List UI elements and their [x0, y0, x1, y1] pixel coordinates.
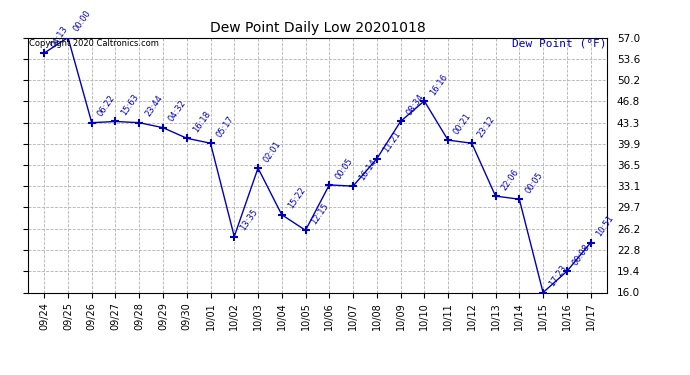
Text: 11:21: 11:21: [381, 130, 402, 154]
Text: 00:05: 00:05: [333, 156, 355, 181]
Text: Dew Point (°F): Dew Point (°F): [511, 39, 606, 49]
Title: Dew Point Daily Low 20201018: Dew Point Daily Low 20201018: [210, 21, 425, 35]
Text: 23:44: 23:44: [144, 94, 164, 118]
Text: 04:13: 04:13: [48, 24, 70, 49]
Text: 08:34: 08:34: [405, 93, 426, 117]
Text: 04:32: 04:32: [167, 99, 188, 123]
Text: 06:22: 06:22: [96, 94, 117, 118]
Text: 00:00: 00:00: [72, 9, 93, 33]
Text: 00:05: 00:05: [524, 170, 544, 195]
Text: 16:14: 16:14: [357, 157, 378, 182]
Text: 22:06: 22:06: [500, 167, 521, 192]
Text: 15:63: 15:63: [119, 93, 141, 117]
Text: 17:23: 17:23: [547, 264, 569, 288]
Text: 23:12: 23:12: [476, 114, 497, 139]
Text: 16:18: 16:18: [191, 109, 212, 134]
Text: 02:01: 02:01: [262, 140, 283, 164]
Text: 12:15: 12:15: [310, 201, 331, 226]
Text: 13:35: 13:35: [239, 207, 259, 232]
Text: 16:16: 16:16: [428, 72, 450, 97]
Text: 05:17: 05:17: [215, 114, 236, 139]
Text: 00:08: 00:08: [571, 243, 592, 267]
Text: 10:51: 10:51: [595, 214, 615, 238]
Text: Copyright 2020 Caltronics.com: Copyright 2020 Caltronics.com: [29, 39, 159, 48]
Text: 15:22: 15:22: [286, 186, 307, 211]
Text: 00:21: 00:21: [452, 111, 473, 136]
